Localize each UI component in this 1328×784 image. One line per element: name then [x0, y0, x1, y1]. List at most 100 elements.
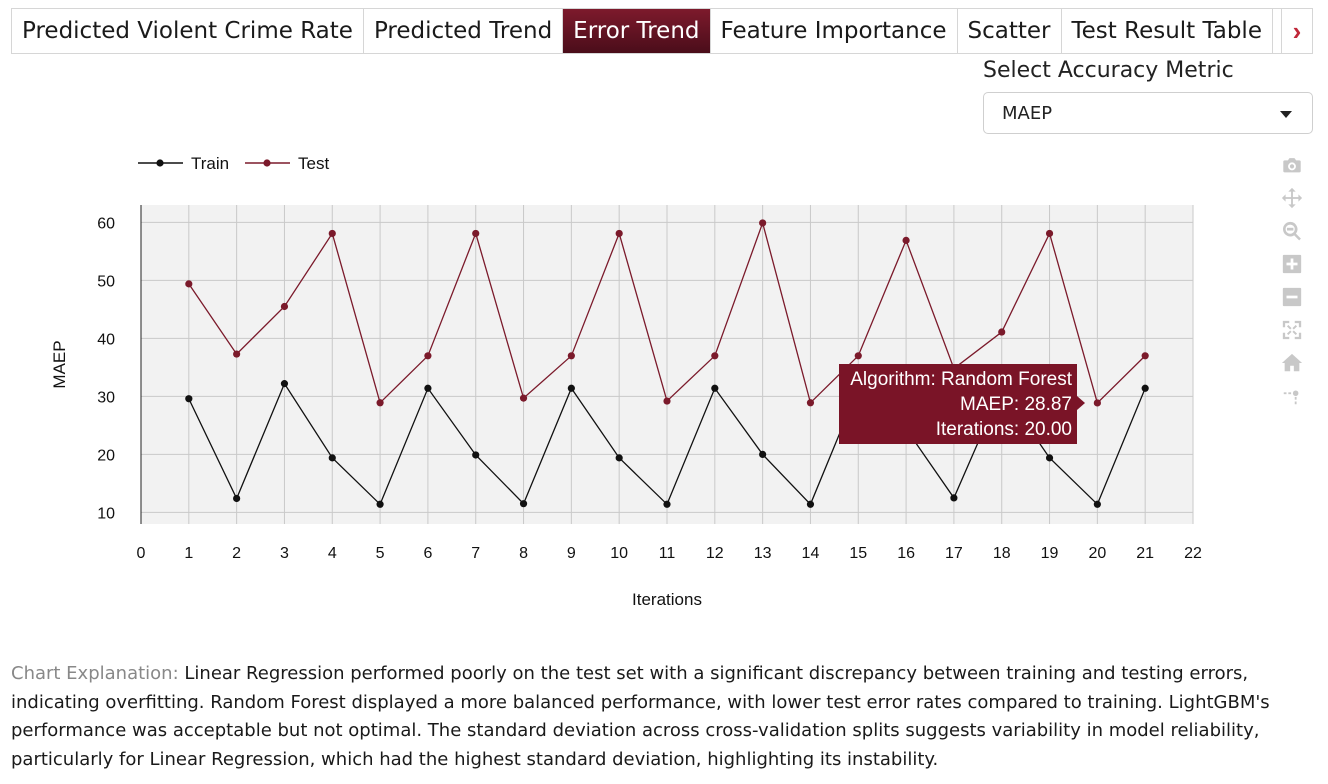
x-tick-label: 16: [897, 545, 915, 562]
tab-feature-importance[interactable]: Feature Importance: [711, 9, 958, 53]
data-point-test: [519, 394, 528, 402]
data-point-train: [567, 384, 575, 392]
zoom-icon[interactable]: [1278, 214, 1306, 247]
chart-modebar: [1278, 148, 1306, 412]
tab-error-trend[interactable]: Error Trend: [563, 9, 711, 53]
x-tick-label: 4: [328, 545, 337, 562]
data-point-train: [1045, 454, 1054, 462]
pan-icon[interactable]: [1278, 181, 1306, 214]
x-tick-label: 11: [659, 545, 676, 562]
data-point-train: [1141, 384, 1149, 392]
data-point-test: [759, 219, 767, 227]
data-point-test: [806, 399, 815, 407]
y-axis-title: MAEP: [50, 340, 69, 388]
data-point-test: [998, 328, 1006, 336]
camera-icon[interactable]: [1278, 148, 1306, 181]
y-tick-label: 60: [97, 215, 115, 232]
x-tick-label: 22: [1184, 545, 1202, 562]
data-point-train: [615, 454, 623, 462]
legend-label-train: Train: [191, 154, 229, 173]
data-point-train: [950, 494, 958, 502]
data-point-train: [663, 500, 671, 508]
chart-explanation: Chart Explanation: Linear Regression per…: [11, 660, 1321, 774]
data-point-test: [328, 229, 336, 238]
tab-test-result-table[interactable]: Test Result Table: [1062, 9, 1273, 53]
data-point-train: [424, 384, 432, 392]
data-point-test: [280, 302, 289, 311]
tooltip-metric-value: MAEP: 28.87: [960, 394, 1072, 415]
x-tick-label: 17: [945, 545, 963, 562]
x-tick-label: 19: [1041, 545, 1059, 562]
data-point-train: [376, 500, 384, 508]
tab-predicted-violent-crime-rate[interactable]: Predicted Violent Crime Rate: [12, 9, 364, 53]
hover-tooltip: Algorithm: Random Forest MAEP: 28.87 Ite…: [839, 364, 1085, 444]
data-point-test: [902, 236, 910, 244]
data-point-test: [854, 352, 862, 360]
data-point-train: [759, 450, 767, 458]
tab-scatter[interactable]: Scatter: [958, 9, 1062, 53]
data-point-train: [233, 494, 241, 503]
chevron-down-icon: [1280, 111, 1292, 118]
reset-axes-icon[interactable]: [1278, 346, 1306, 379]
y-tick-label: 40: [97, 331, 115, 348]
legend-marker-test: [263, 159, 271, 167]
tooltip-iterations: Iterations: 20.00: [935, 419, 1072, 440]
x-tick-label: 13: [754, 545, 772, 562]
tab-predicted-trend[interactable]: Predicted Trend: [364, 9, 564, 53]
x-tick-label: 6: [423, 545, 432, 562]
spike-lines-icon[interactable]: [1278, 379, 1306, 412]
data-point-train: [185, 395, 193, 403]
data-point-train: [280, 380, 289, 388]
legend-label-test: Test: [298, 154, 329, 173]
data-point-test: [1045, 229, 1054, 238]
x-axis-title: Iterations: [632, 590, 702, 609]
data-point-train: [711, 384, 719, 392]
data-point-test: [615, 229, 623, 238]
x-tick-label: 12: [706, 545, 724, 562]
x-tick-label: 10: [610, 545, 628, 562]
tooltip-arrow: [1077, 396, 1085, 410]
x-tick-label: 9: [567, 545, 576, 562]
data-point-test: [233, 350, 241, 358]
x-tick-label: 0: [137, 545, 146, 562]
x-tick-label: 15: [849, 545, 867, 562]
data-point-train: [328, 454, 336, 462]
tab-bar: Predicted Violent Crime Rate Predicted T…: [11, 8, 1313, 54]
chevron-right-icon[interactable]: ›: [1281, 9, 1312, 53]
data-point-test: [1141, 352, 1149, 360]
metric-selected-value: MAEP: [1002, 102, 1053, 124]
data-point-train: [519, 500, 528, 508]
data-point-train: [472, 451, 480, 459]
x-tick-label: 8: [519, 545, 528, 562]
data-point-train: [806, 500, 815, 508]
zoom-in-icon[interactable]: [1278, 247, 1306, 280]
y-tick-label: 30: [97, 389, 115, 406]
explanation-lead: Chart Explanation:: [11, 663, 179, 684]
x-tick-label: 20: [1088, 545, 1106, 562]
data-point-test: [711, 352, 719, 360]
data-point-test: [567, 352, 575, 360]
data-point-test: [1093, 399, 1101, 407]
x-tick-label: 3: [280, 545, 289, 562]
data-point-train: [1093, 500, 1101, 508]
x-tick-label: 7: [471, 545, 480, 562]
y-tick-label: 20: [97, 447, 115, 464]
metric-select-label: Select Accuracy Metric: [983, 58, 1234, 83]
error-trend-chart: 0 1 2 3 4 5 6 7 8 9 10 11 12 13 14 15 16 17 18 19 20 21 221020…: [50, 154, 1202, 609]
metric-select[interactable]: MAEP: [983, 92, 1313, 134]
data-point-test: [424, 352, 432, 360]
zoom-out-icon[interactable]: [1278, 280, 1306, 313]
data-point-test: [663, 397, 671, 405]
data-point-test: [472, 229, 480, 238]
x-tick-label: 14: [802, 545, 820, 562]
tooltip-algorithm: Algorithm: Random Forest: [850, 369, 1072, 390]
data-point-test: [376, 399, 384, 407]
x-tick-label: 2: [232, 545, 241, 562]
explanation-text: Linear Regression performed poorly on th…: [11, 663, 1270, 770]
x-tick-label: 18: [993, 545, 1011, 562]
data-point-test: [185, 280, 193, 288]
x-tick-label: 1: [184, 545, 193, 562]
x-tick-label: 21: [1136, 545, 1154, 562]
autoscale-icon[interactable]: [1278, 313, 1306, 346]
x-tick-label: 5: [376, 545, 385, 562]
